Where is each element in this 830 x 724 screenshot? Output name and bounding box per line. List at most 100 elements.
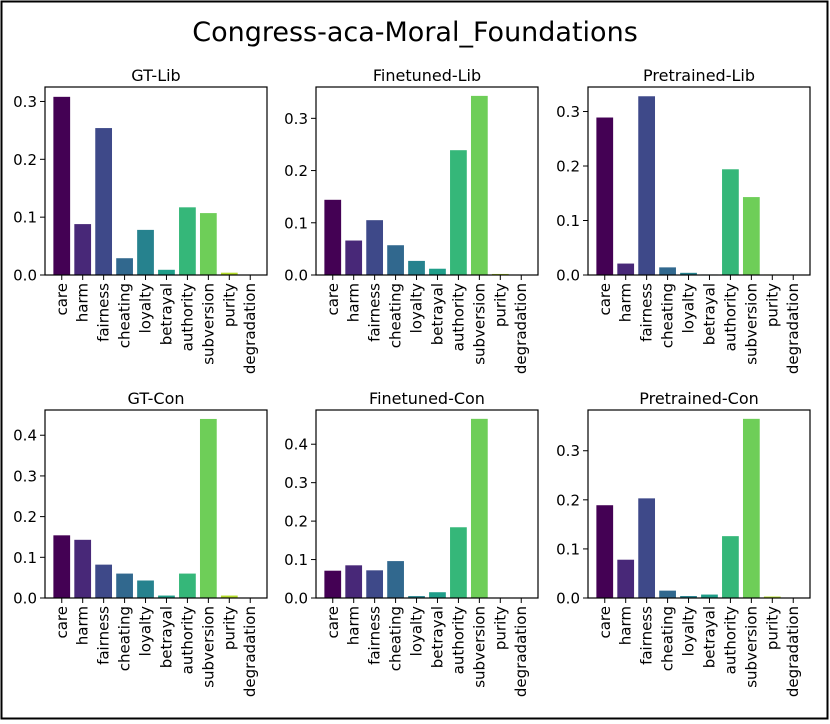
y-tick-label: 0.3	[13, 467, 37, 485]
x-tick-label: purity	[220, 283, 238, 327]
bar-cheating	[116, 573, 133, 598]
x-tick-label: fairness	[95, 283, 113, 342]
y-tick-label: 0.0	[284, 267, 308, 285]
x-tick-label: loyalty	[680, 283, 698, 333]
x-tick-label: authority	[178, 283, 196, 351]
bar-betrayal	[429, 268, 446, 275]
x-tick-label: harm	[617, 283, 635, 322]
x-tick-label: subversion	[742, 606, 760, 688]
y-tick-label: 0.1	[556, 212, 580, 230]
axes-frame	[587, 409, 811, 599]
x-tick-label: care	[53, 283, 71, 316]
subplot-title: GT-Lib	[131, 66, 180, 85]
x-tick-label: loyalty	[680, 606, 698, 656]
bar-loyalty	[408, 596, 425, 598]
bar-harm	[617, 263, 635, 275]
x-tick-label: harm	[74, 606, 92, 645]
axes-frame	[315, 86, 539, 276]
bar-cheating	[659, 590, 676, 598]
x-tick-label: fairness	[95, 606, 113, 665]
bar-harm	[345, 565, 363, 598]
bar-subversion	[470, 418, 488, 598]
y-tick-label: 0.0	[556, 590, 580, 608]
x-tick-label: fairness	[366, 283, 384, 342]
x-tick-label: degradation	[241, 606, 259, 697]
x-tick-label: subversion	[199, 283, 217, 365]
bar-loyalty	[680, 596, 697, 598]
bar-subversion	[199, 213, 217, 275]
y-tick-label: 0.2	[556, 491, 580, 509]
x-tick-label: fairness	[638, 606, 656, 665]
x-tick-label: degradation	[512, 283, 530, 374]
x-tick-label: cheating	[387, 606, 405, 671]
x-tick-label: subversion	[742, 283, 760, 365]
y-tick-label: 0.0	[13, 590, 37, 608]
bar-authority	[450, 150, 467, 275]
bar-purity	[220, 595, 238, 598]
y-tick-label: 0.3	[284, 110, 308, 128]
x-tick-label: purity	[763, 606, 781, 650]
bar-loyalty	[137, 229, 154, 275]
y-tick-label: 0.0	[284, 590, 308, 608]
y-tick-label: 0.4	[284, 436, 308, 454]
bar-authority	[722, 536, 739, 598]
x-tick-label: authority	[178, 606, 196, 674]
x-tick-label: cheating	[659, 606, 677, 671]
x-tick-label: betrayal	[157, 283, 175, 345]
bar-care	[324, 570, 342, 598]
x-tick-label: authority	[449, 283, 467, 351]
x-tick-label: cheating	[659, 283, 677, 348]
subplot-5: Finetuned-Con 0.0 0.1 0.2 0.3 0.4 care harm fair…	[284, 389, 539, 697]
subplot-3: Pretrained-Lib 0.0 0.1 0.2 0.3 care harm fairne…	[556, 66, 811, 374]
bar-fairness	[638, 498, 656, 598]
x-tick-label: care	[324, 283, 342, 316]
bar-care	[53, 535, 71, 598]
y-tick-label: 0.3	[13, 93, 37, 111]
bar-fairness	[95, 564, 113, 598]
subplot-title: Finetuned-Con	[369, 389, 485, 408]
bar-fairness	[95, 128, 113, 275]
x-tick-label: authority	[721, 283, 739, 351]
subplot-title: GT-Con	[127, 389, 184, 408]
y-tick-label: 0.3	[556, 442, 580, 460]
bar-harm	[345, 240, 363, 275]
axes-frame	[44, 86, 268, 276]
y-tick-label: 0.1	[284, 214, 308, 232]
bar-care	[53, 96, 71, 275]
bar-harm	[74, 539, 92, 598]
bar-loyalty	[680, 272, 697, 275]
x-tick-label: betrayal	[428, 283, 446, 345]
y-tick-label: 0.2	[13, 508, 37, 526]
subplot-1: GT-Lib 0.0 0.1 0.2 0.3 care harm fairness cheati…	[13, 66, 268, 374]
x-tick-label: harm	[617, 606, 635, 645]
x-tick-label: betrayal	[428, 606, 446, 668]
bar-purity	[220, 272, 238, 275]
subplot-title: Pretrained-Con	[639, 389, 759, 408]
x-tick-label: purity	[763, 283, 781, 327]
y-tick-label: 0.2	[13, 151, 37, 169]
x-tick-label: degradation	[512, 606, 530, 697]
figure-title: Congress-aca-Moral_Foundations	[192, 17, 638, 48]
subplot-title: Pretrained-Lib	[643, 66, 755, 85]
bar-fairness	[366, 220, 384, 275]
subplot-4: GT-Con 0.0 0.1 0.2 0.3 0.4 care harm fairness che…	[13, 389, 268, 697]
y-tick-label: 0.2	[284, 513, 308, 531]
x-tick-label: care	[53, 606, 71, 639]
x-tick-label: care	[596, 606, 614, 639]
x-tick-label: loyalty	[408, 283, 426, 333]
x-tick-label: degradation	[784, 606, 802, 697]
y-tick-label: 0.1	[556, 540, 580, 558]
bar-subversion	[470, 95, 488, 275]
x-tick-label: care	[596, 283, 614, 316]
bar-subversion	[742, 197, 760, 275]
x-tick-label: betrayal	[700, 283, 718, 345]
y-tick-label: 0.4	[13, 427, 37, 445]
bar-loyalty	[137, 580, 154, 598]
bar-cheating	[659, 267, 676, 275]
axes-frame	[587, 86, 811, 276]
x-tick-label: subversion	[199, 606, 217, 688]
bar-authority	[179, 207, 196, 275]
